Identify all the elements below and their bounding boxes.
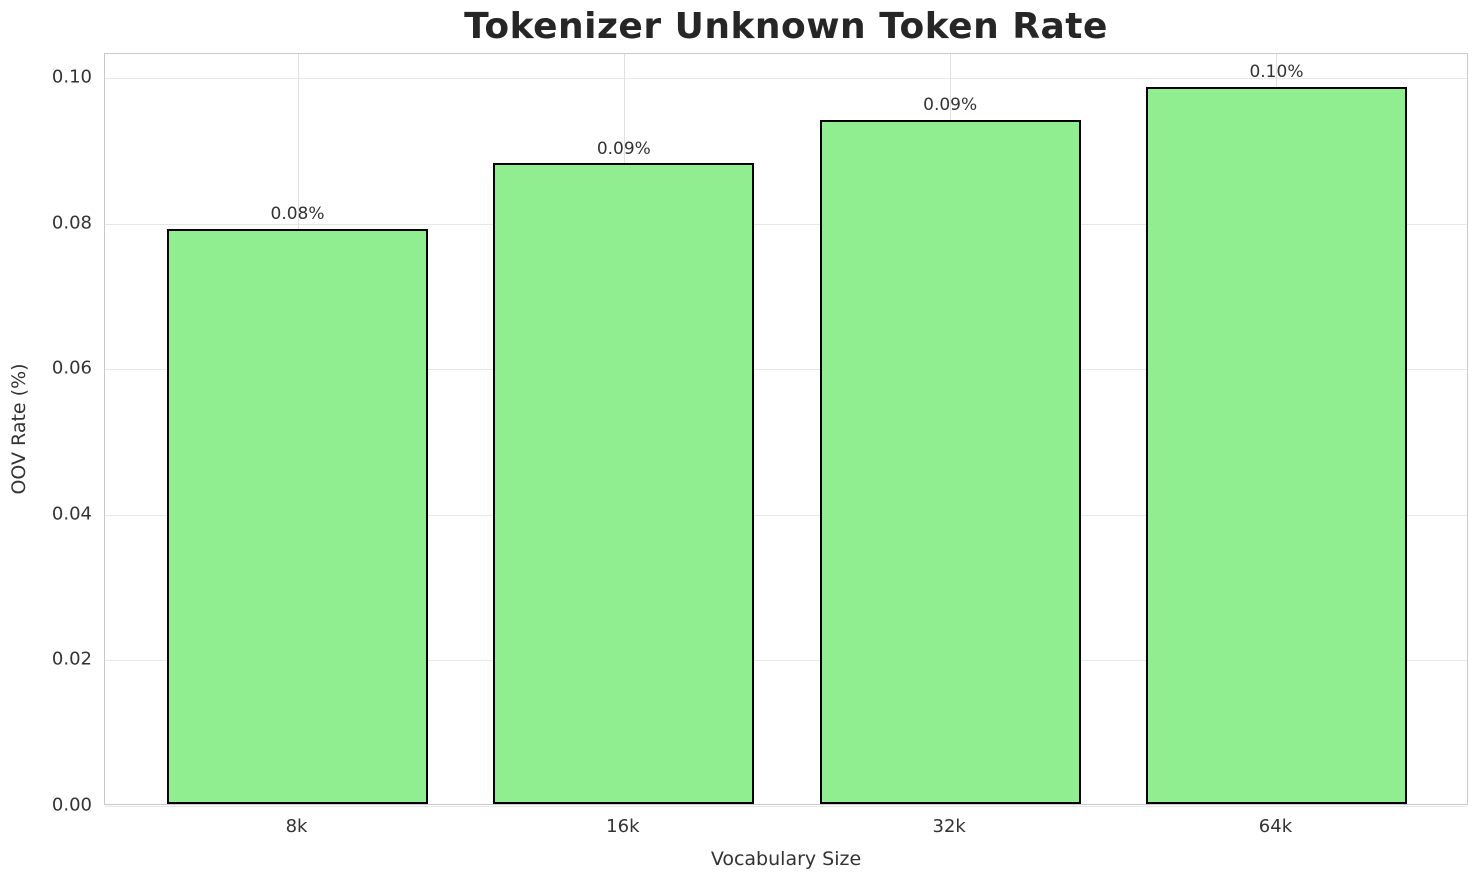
y-tick-label: 0.02 bbox=[51, 648, 92, 670]
chart-title: Tokenizer Unknown Token Rate bbox=[464, 6, 1108, 47]
bar bbox=[167, 228, 429, 804]
y-gridline bbox=[105, 223, 1467, 225]
bar-value-label: 0.08% bbox=[270, 204, 325, 225]
bar-value-label: 0.09% bbox=[923, 95, 978, 116]
y-tick-label: 0.06 bbox=[51, 357, 92, 379]
plot-area: 0.08% 0.09% 0.09% 0.10% bbox=[104, 53, 1468, 807]
x-tick-label: 8k bbox=[285, 816, 308, 837]
y-gridline bbox=[105, 514, 1467, 516]
x-tick-label: 64k bbox=[1258, 816, 1293, 837]
y-gridline bbox=[105, 369, 1467, 371]
y-tick-label: 0.00 bbox=[51, 794, 92, 816]
bar bbox=[1145, 86, 1407, 804]
x-axis-label: Vocabulary Size bbox=[710, 848, 862, 870]
y-axis-label: OOV Rate (%) bbox=[8, 363, 30, 495]
y-gridline bbox=[105, 78, 1467, 80]
x-tick-label: 32k bbox=[932, 816, 966, 837]
y-tick-label: 0.10 bbox=[51, 66, 92, 88]
y-tick-label: 0.04 bbox=[51, 503, 92, 525]
y-tick-label: 0.08 bbox=[51, 212, 92, 234]
bar bbox=[493, 163, 755, 804]
x-tick-label: 16k bbox=[606, 816, 640, 837]
bar-value-label: 0.09% bbox=[596, 138, 651, 159]
y-gridline bbox=[105, 806, 1467, 807]
y-gridline bbox=[105, 660, 1467, 662]
bar bbox=[819, 119, 1081, 804]
bar-value-label: 0.10% bbox=[1249, 62, 1304, 83]
